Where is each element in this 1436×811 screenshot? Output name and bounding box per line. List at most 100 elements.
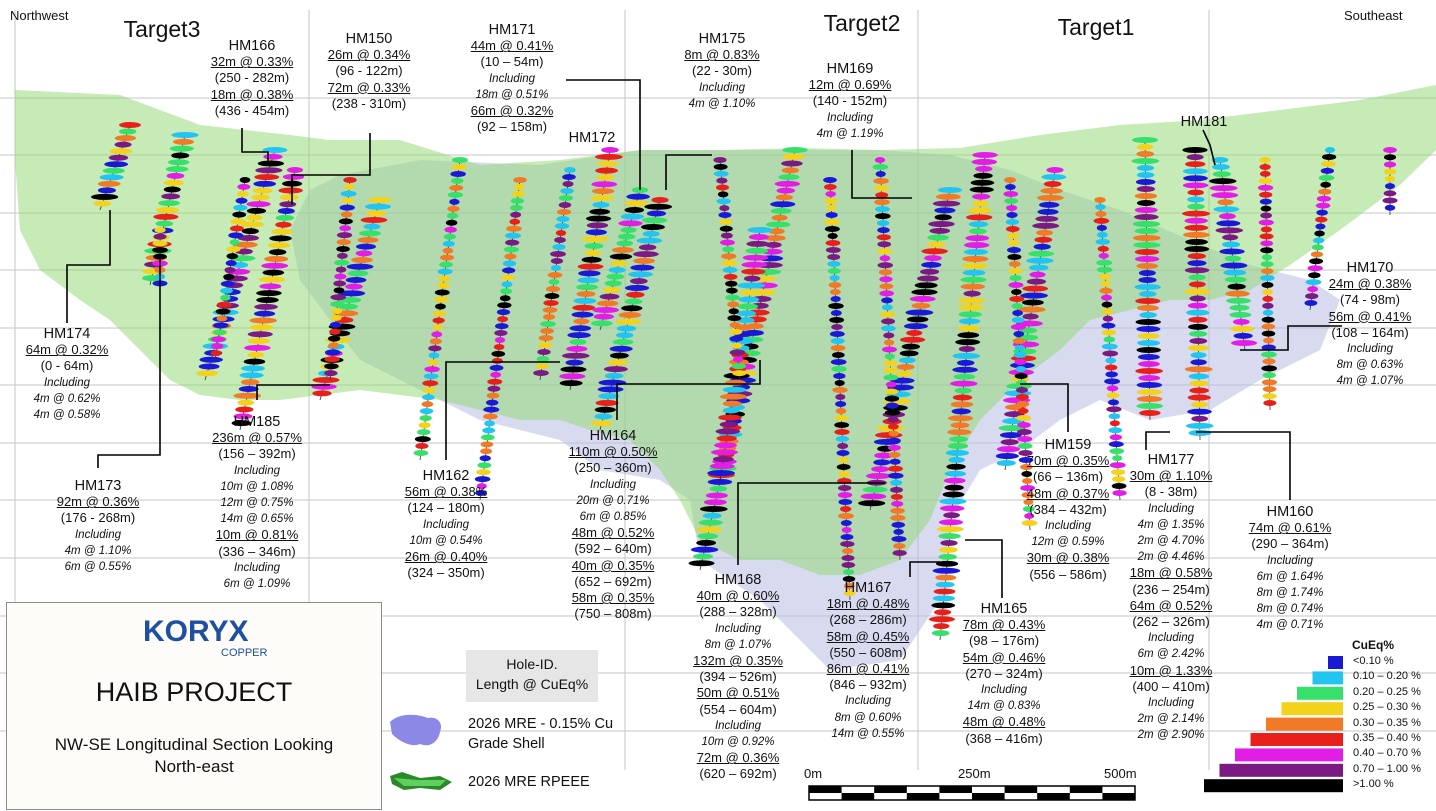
assay-disc <box>1305 293 1319 300</box>
assay-disc <box>449 198 460 205</box>
assay-disc <box>617 233 636 240</box>
assay-disc <box>953 373 976 380</box>
assay-disc <box>942 491 965 498</box>
cueq-class-bar <box>1204 779 1343 793</box>
assay-disc <box>584 243 604 249</box>
assay-disc <box>490 371 502 378</box>
assay-disc <box>1015 394 1029 400</box>
assay-disc <box>562 174 576 180</box>
assay-disc <box>241 228 259 235</box>
hole-interval-text: (400 – 410m) <box>1132 678 1210 694</box>
assay-disc <box>1006 212 1018 218</box>
assay-disc <box>1309 258 1324 265</box>
assay-disc <box>615 318 641 325</box>
leader-line <box>566 79 641 190</box>
assay-disc <box>1316 209 1328 216</box>
koryx-logo: KORYX COPPER <box>143 615 268 659</box>
hole-interval-text: 4m @ 1.19% <box>816 127 884 140</box>
assay-disc <box>225 260 237 267</box>
assay-disc <box>831 324 843 330</box>
assay-disc <box>108 154 129 161</box>
hole-interval-text: 12m @ 0.75% <box>220 497 294 510</box>
assay-disc <box>862 486 888 493</box>
drillhole-trace <box>879 159 901 561</box>
hole-interval-text: Including <box>826 111 874 124</box>
assay-disc <box>711 449 738 456</box>
assay-disc <box>879 290 894 297</box>
assay-disc <box>824 184 837 190</box>
assay-disc <box>940 540 958 546</box>
hole-interval-text: 56m @ 0.38% <box>404 484 488 500</box>
shell-legend-swatch <box>390 714 442 746</box>
assay-disc <box>729 335 744 342</box>
hole-interval-text: (288 – 328m) <box>699 604 777 620</box>
assay-disc <box>938 519 964 526</box>
hole-interval-text: 236m @ 0.57% <box>212 430 302 446</box>
assay-disc <box>968 221 989 228</box>
assay-disc <box>590 195 614 201</box>
assay-disc <box>554 223 570 229</box>
hole-interval-text: Including <box>74 528 122 541</box>
assay-disc <box>725 280 738 287</box>
assay-disc <box>513 177 527 183</box>
assay-disc <box>237 399 255 406</box>
assay-disc <box>626 193 650 200</box>
hole-interval-text: (92 – 158m) <box>476 119 548 135</box>
assay-disc <box>1233 332 1253 339</box>
hole-id: HM185 <box>233 414 281 430</box>
assay-disc <box>841 555 855 561</box>
hole-interval-text: 14m @ 0.83% <box>967 700 1041 713</box>
assay-disc <box>950 380 978 387</box>
assay-disc <box>550 258 564 264</box>
assay-disc <box>1260 247 1274 254</box>
assay-disc <box>893 528 904 535</box>
assay-disc <box>1137 144 1154 150</box>
assay-disc <box>745 247 769 254</box>
assay-disc <box>874 185 889 192</box>
hole-id: HM166 <box>228 38 276 54</box>
assay-disc <box>887 444 901 451</box>
assay-disc <box>548 279 560 285</box>
hole-interval-text: 86m @ 0.41% <box>826 661 910 677</box>
hole-interval-text: Including <box>233 561 281 574</box>
assay-disc <box>1213 206 1240 213</box>
assay-disc <box>834 422 850 428</box>
assay-disc <box>161 193 181 200</box>
assay-disc <box>1259 163 1271 170</box>
assay-disc <box>737 282 766 289</box>
assay-disc <box>334 259 350 266</box>
assay-disc <box>312 377 340 383</box>
assay-disc <box>1260 351 1277 358</box>
leader-line <box>1196 431 1291 500</box>
assay-disc <box>616 332 634 339</box>
hole-id: HM150 <box>345 31 393 47</box>
assay-disc <box>958 346 976 352</box>
assay-disc <box>442 247 454 254</box>
assay-disc <box>1014 345 1025 351</box>
assay-disc <box>887 437 901 444</box>
hole-interval-text: 72m @ 0.33% <box>327 79 411 95</box>
assay-disc <box>1009 275 1022 281</box>
assay-disc <box>1224 255 1242 262</box>
assay-disc <box>452 157 468 163</box>
cueq-class-bar <box>1250 733 1343 746</box>
assay-disc <box>1133 242 1161 248</box>
assay-disc <box>873 459 891 466</box>
hole-interval-text: 78m @ 0.43% <box>962 617 1046 633</box>
assay-disc <box>235 197 248 204</box>
assay-disc <box>595 399 619 406</box>
assay-disc <box>475 490 487 497</box>
hole-interval-text: (108 – 164m) <box>1331 324 1409 340</box>
assay-disc <box>1105 357 1117 364</box>
assay-disc <box>1259 170 1271 177</box>
assay-disc <box>513 183 525 190</box>
assay-disc <box>626 291 645 298</box>
assay-disc <box>446 212 459 219</box>
assay-disc <box>1131 137 1159 143</box>
assay-disc <box>1005 226 1020 232</box>
assay-disc <box>727 301 740 308</box>
assay-disc <box>1188 316 1208 323</box>
assay-disc <box>483 406 500 413</box>
assay-disc <box>1262 288 1274 295</box>
assay-disc <box>1022 506 1035 512</box>
